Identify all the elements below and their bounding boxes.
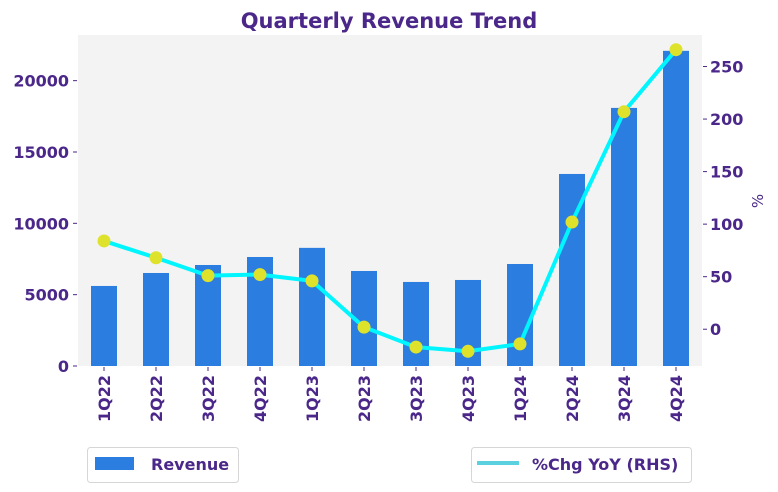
legend-revenue[interactable]: Revenue (87, 447, 239, 483)
x-tick-label: 1Q23 (303, 375, 322, 422)
left-tick-label: 15000 (13, 143, 69, 162)
pct-change-line (103, 48, 678, 354)
x-tick-label: 2Q23 (355, 375, 374, 422)
point-3Q23 (409, 340, 423, 354)
x-tick-label: 4Q24 (667, 375, 686, 422)
right-tick-label: 100 (710, 215, 743, 234)
point-4Q23 (461, 344, 475, 358)
legend-label: Revenue (151, 455, 229, 474)
point-4Q22 (253, 268, 267, 282)
chart-title: Quarterly Revenue Trend (241, 9, 538, 33)
right-tick-label: 50 (710, 268, 732, 287)
point-2Q24 (565, 215, 579, 229)
legend-box (87, 447, 239, 483)
bar-1Q23 (299, 247, 325, 366)
legend-pct-change[interactable]: %Chg YoY (RHS) (471, 447, 692, 483)
bar-2Q22 (143, 272, 169, 366)
x-tick-label: 3Q24 (615, 375, 634, 422)
left-tick-label: 20000 (13, 72, 69, 91)
legend-box (471, 447, 692, 483)
x-tick-label: 3Q22 (199, 375, 218, 422)
left-tick-label: 10000 (13, 214, 69, 233)
point-3Q24 (617, 105, 631, 119)
right-tick-label: 150 (710, 163, 743, 182)
x-tick-label: 1Q24 (511, 375, 530, 422)
legend-label: %Chg YoY (RHS) (532, 455, 678, 474)
point-1Q23 (305, 274, 319, 288)
x-axis: 1Q22 2Q22 3Q22 4Q22 1Q23 2Q23 3Q23 4Q23 1Q24 2Q24… (95, 367, 686, 422)
x-tick-label: 3Q23 (407, 375, 426, 422)
line-series (97, 43, 683, 358)
right-tick-label: 250 (710, 58, 743, 77)
point-3Q22 (201, 269, 215, 283)
bar-3Q24 (611, 107, 637, 366)
x-tick-label: 1Q22 (95, 375, 114, 422)
left-tick-label: 5000 (24, 286, 69, 305)
right-tick-label: 0 (710, 320, 721, 339)
right-y-axis: 0 50 100 150 200 250 (703, 58, 743, 339)
left-y-axis: 0 5000 10000 15000 20000 (13, 72, 77, 376)
right-tick-label: 200 (710, 110, 743, 129)
x-tick-label: 4Q22 (251, 375, 270, 422)
x-tick-label: 2Q22 (147, 375, 166, 422)
legend-swatch-bar (95, 457, 134, 470)
point-4Q24 (669, 43, 683, 57)
bar-1Q24 (507, 263, 533, 366)
bar-4Q24 (663, 50, 689, 366)
x-tick-label: 4Q23 (459, 375, 478, 422)
point-2Q23 (357, 320, 371, 334)
x-tick-label: 2Q24 (563, 375, 582, 422)
bar-1Q22 (91, 285, 117, 366)
plot-area (78, 35, 702, 366)
left-tick-label: 0 (58, 357, 69, 376)
point-1Q24 (513, 337, 527, 351)
point-1Q22 (97, 234, 111, 248)
right-y-axis-label: % (749, 194, 767, 208)
point-2Q22 (149, 251, 163, 265)
